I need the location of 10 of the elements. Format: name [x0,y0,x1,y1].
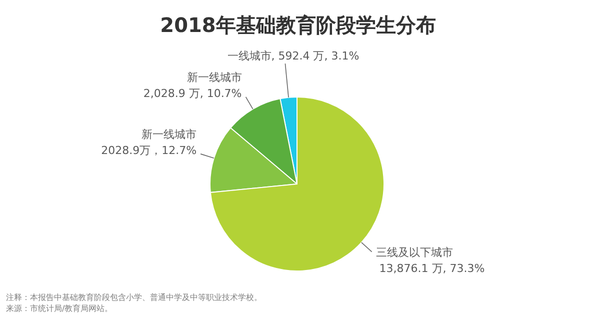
data-label: 13,876.1 万, 73.3% [376,262,485,275]
text: 注释：本报告中基础教育阶段包含小学、普通中学及中等职业技术学校。 [6,293,262,302]
slice-label: 一线城市, 592.4 万, 3.1% [227,50,360,63]
source-note: 来源：市统计局/教育局网站。 [6,304,113,313]
slice-label: 新一线城市 [142,128,197,141]
data-label: 2,028.9 万, 10.7% [140,86,242,100]
slice-label: 三线及以下城市 [376,246,453,259]
chart-title: 2018年基础教育阶段学生分布 [160,13,436,37]
slice-label: 新一线城市 [186,70,242,84]
data-label: 2028.9万，12.7% [98,144,197,157]
